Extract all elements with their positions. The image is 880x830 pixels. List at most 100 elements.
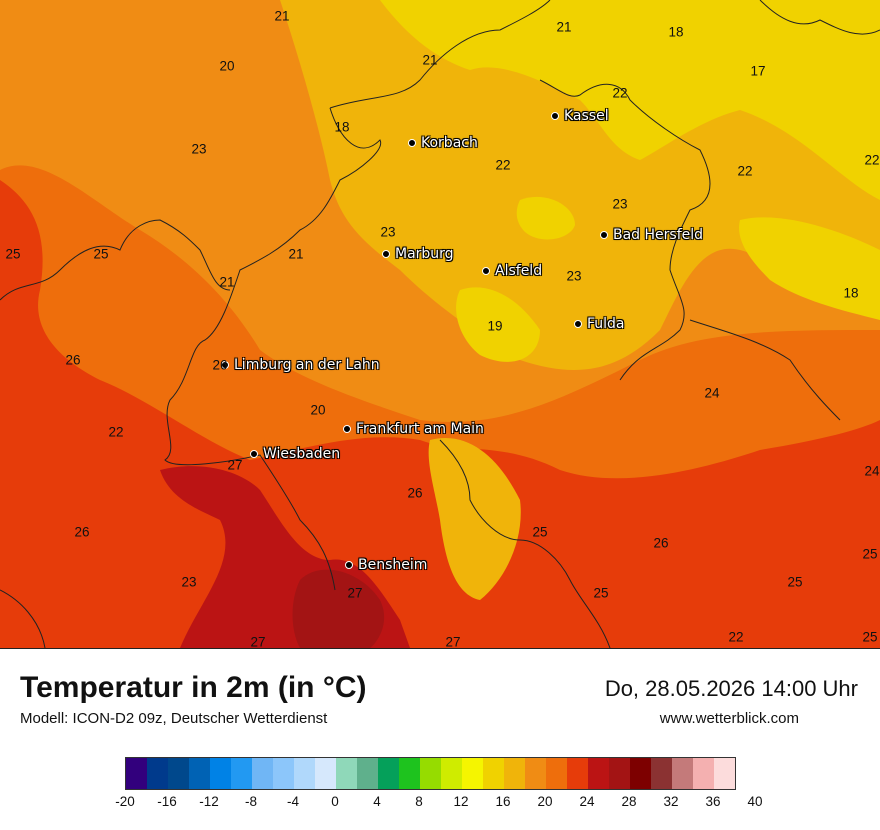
legend-swatch	[357, 758, 378, 789]
temperature-value: 19	[487, 318, 503, 334]
temperature-map[interactable]: Kassel Korbach Bad Hersfeld Marburg Alsf…	[0, 0, 880, 649]
legend-swatch	[336, 758, 357, 789]
legend-swatch	[399, 758, 420, 789]
legend-swatch	[189, 758, 210, 789]
city-label: Wiesbaden	[263, 446, 341, 462]
field-zone-19	[456, 287, 540, 362]
legend-swatch	[567, 758, 588, 789]
temperature-value: 22	[495, 157, 511, 173]
temperature-value: 20	[310, 402, 326, 418]
city-limburg[interactable]: Limburg an der Lahn	[221, 357, 380, 373]
temperature-value: 25	[862, 629, 878, 645]
city-fulda[interactable]: Fulda	[574, 316, 625, 332]
city-marker-icon	[600, 231, 608, 239]
temperature-value: 26	[653, 535, 669, 551]
city-kassel[interactable]: Kassel	[551, 108, 609, 124]
temperature-value: 21	[219, 274, 235, 290]
legend-swatch	[504, 758, 525, 789]
temperature-value: 25	[532, 524, 548, 540]
temperature-value: 25	[862, 546, 878, 562]
city-label: Frankfurt am Main	[356, 421, 484, 437]
legend-swatch	[672, 758, 693, 789]
temperature-value: 24	[704, 385, 720, 401]
color-legend	[125, 757, 736, 790]
city-marker-icon	[382, 250, 390, 258]
legend-swatch	[168, 758, 189, 789]
city-bensheim[interactable]: Bensheim	[345, 557, 427, 573]
temperature-value: 18	[843, 285, 859, 301]
city-marburg[interactable]: Marburg	[382, 246, 454, 262]
legend-swatch	[378, 758, 399, 789]
legend-swatch	[714, 758, 735, 789]
city-korbach[interactable]: Korbach	[408, 135, 478, 151]
website-link[interactable]: www.wetterblick.com	[659, 710, 799, 727]
temperature-value: 21	[274, 8, 290, 24]
temperature-value: 17	[750, 63, 766, 79]
field-zone-22b	[428, 438, 521, 600]
model-info: Modell: ICON-D2 09z, Deutscher Wetterdie…	[20, 710, 328, 727]
temperature-value: 25	[787, 574, 803, 590]
legend-swatch	[420, 758, 441, 789]
city-bad-hersfeld[interactable]: Bad Hersfeld	[600, 227, 703, 243]
legend-swatch	[462, 758, 483, 789]
temperature-value: 18	[668, 24, 684, 40]
city-wiesbaden[interactable]: Wiesbaden	[250, 446, 340, 462]
legend-tick-label: 36	[705, 794, 721, 809]
legend-swatch	[609, 758, 630, 789]
legend-swatch	[210, 758, 231, 789]
city-marker-icon	[574, 320, 582, 328]
legend-swatch	[630, 758, 651, 789]
forecast-datetime: Do, 28.05.2026 14:00 Uhr	[604, 676, 858, 701]
temperature-value: 23	[566, 268, 582, 284]
field-zone-28	[292, 569, 385, 648]
legend-tick-label: 0	[331, 794, 339, 809]
city-marker-icon	[551, 112, 559, 120]
city-alsfeld[interactable]: Alsfeld	[482, 263, 542, 279]
temperature-value: 22	[864, 152, 880, 168]
temperature-value: 20	[219, 58, 235, 74]
temperature-value: 26	[65, 352, 81, 368]
temperature-value: 26	[74, 524, 90, 540]
temperature-value: 22	[612, 85, 628, 101]
legend-swatch	[315, 758, 336, 789]
temperature-value: 21	[288, 246, 304, 262]
temperature-value: 25	[93, 246, 109, 262]
legend-tick-label: -16	[157, 794, 177, 809]
temperature-value: 27	[227, 457, 243, 473]
legend-ticks: -20 -16 -12 -8 -4 0 4 8 12 16 20 24 28 32 36 40	[0, 794, 880, 812]
temperature-value: 21	[556, 19, 572, 35]
city-label: Limburg an der Lahn	[234, 357, 380, 373]
legend-tick-label: -20	[115, 794, 135, 809]
legend-tick-label: -4	[286, 794, 300, 809]
temperature-value: 22	[108, 424, 124, 440]
city-label: Alsfeld	[495, 263, 543, 279]
temperature-value: 24	[864, 463, 880, 479]
temperature-value: 21	[422, 52, 438, 68]
temperature-value: 26	[212, 357, 228, 373]
legend-tick-label: 32	[663, 794, 679, 809]
city-marker-icon	[343, 425, 351, 433]
temperature-value: 22	[728, 629, 744, 645]
legend-swatch	[231, 758, 252, 789]
legend-tick-label: 4	[373, 794, 381, 809]
legend-tick-label: -8	[244, 794, 258, 809]
temperature-value: 23	[380, 224, 396, 240]
city-label: Fulda	[587, 316, 625, 332]
city-label: Bad Hersfeld	[613, 227, 704, 243]
city-frankfurt[interactable]: Frankfurt am Main	[343, 421, 484, 437]
temperature-value: 25	[593, 585, 609, 601]
temperature-value: 23	[181, 574, 197, 590]
legend-swatch	[525, 758, 546, 789]
legend-swatch	[651, 758, 672, 789]
city-label: Korbach	[421, 135, 478, 151]
city-marker-icon	[345, 561, 353, 569]
temperature-value: 27	[445, 634, 461, 649]
field-zone-18	[739, 217, 880, 320]
legend-swatch	[273, 758, 294, 789]
temperature-value: 27	[250, 634, 266, 649]
legend-tick-label: 28	[621, 794, 637, 809]
legend-swatch	[588, 758, 609, 789]
legend-swatch	[252, 758, 273, 789]
legend-swatch	[693, 758, 714, 789]
city-marker-icon	[221, 361, 229, 369]
